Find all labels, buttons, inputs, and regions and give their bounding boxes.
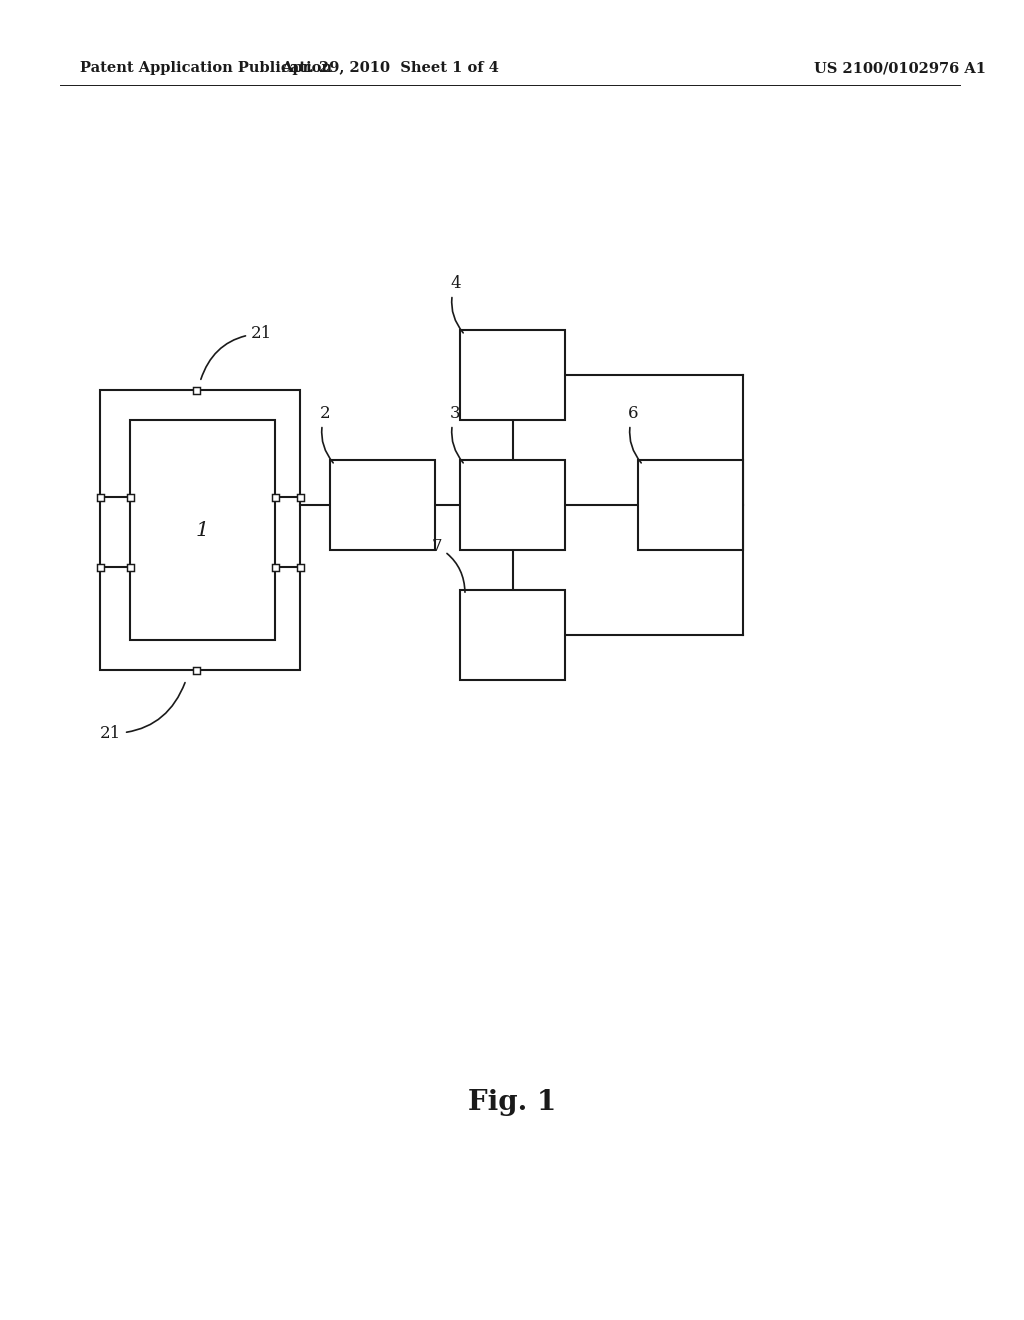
Text: 3: 3 <box>450 405 463 463</box>
Text: 4: 4 <box>450 275 463 333</box>
Bar <box>127 494 133 500</box>
Text: 21: 21 <box>99 682 185 742</box>
Bar <box>271 494 279 500</box>
Bar <box>127 564 133 570</box>
Bar <box>193 667 200 673</box>
Text: Fig. 1: Fig. 1 <box>468 1089 556 1115</box>
Bar <box>96 494 103 500</box>
Text: Patent Application Publication: Patent Application Publication <box>80 61 332 75</box>
Text: 2: 2 <box>319 405 333 463</box>
Bar <box>330 459 435 550</box>
Bar <box>297 494 303 500</box>
Text: 6: 6 <box>628 405 641 463</box>
Bar <box>96 564 103 570</box>
Text: 1: 1 <box>196 520 209 540</box>
Text: 7: 7 <box>431 539 465 593</box>
Bar <box>297 564 303 570</box>
Bar <box>460 330 565 420</box>
Bar <box>100 389 300 671</box>
Text: Apr. 29, 2010  Sheet 1 of 4: Apr. 29, 2010 Sheet 1 of 4 <box>281 61 499 75</box>
Bar <box>638 459 743 550</box>
Bar <box>193 387 200 393</box>
Bar <box>460 459 565 550</box>
Bar <box>271 564 279 570</box>
Bar <box>460 590 565 680</box>
Text: 21: 21 <box>201 325 272 379</box>
Bar <box>130 420 275 640</box>
Text: US 2100/0102976 A1: US 2100/0102976 A1 <box>814 61 986 75</box>
